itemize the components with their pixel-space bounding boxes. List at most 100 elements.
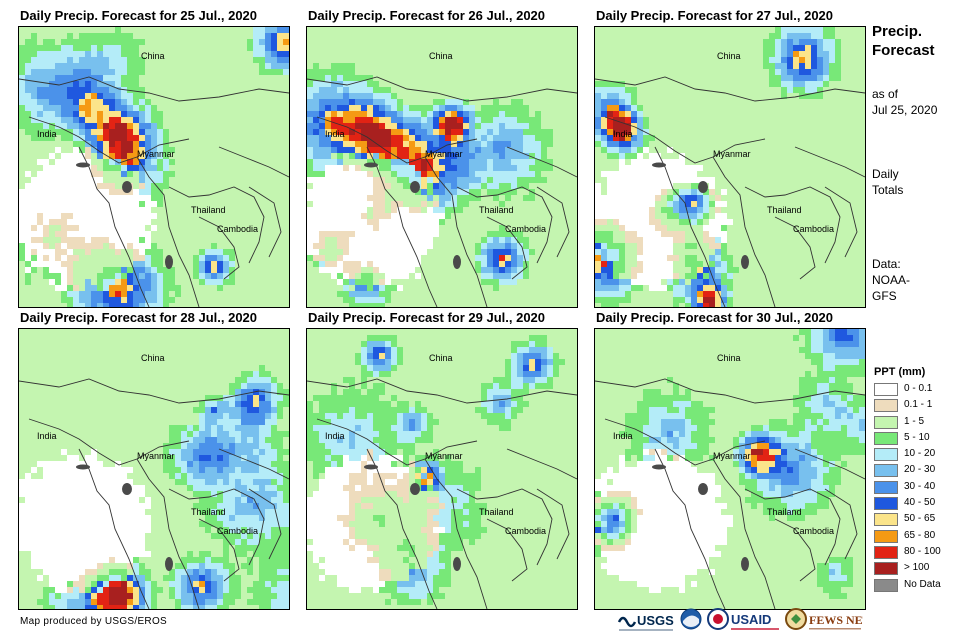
country-border [824,488,858,560]
map-label-cambodia: Cambodia [505,526,546,536]
legend-label: 40 - 50 [904,497,936,509]
map-label-cambodia: Cambodia [217,224,258,234]
panel-title: Daily Precip. Forecast for 25 Jul., 2020 [20,8,258,23]
country-border [307,378,577,404]
data-source-line1: Data: [872,257,901,271]
precip-raster [307,329,577,609]
legend-swatch [874,480,898,494]
precip-raster [19,329,289,609]
totals-note: Daily Totals [872,166,962,198]
country-border [595,378,865,404]
river-delta [410,181,420,193]
data-source-line2: NOAA- [872,273,911,287]
sidebar-title: Precip. Forecast [872,22,962,60]
river-delta [165,557,173,571]
legend-swatch [874,464,898,478]
legend-title: PPT (mm) [874,366,926,378]
map-label-cambodia: Cambodia [793,224,834,234]
panel-title: Daily Precip. Forecast for 28 Jul., 2020 [20,310,258,325]
map-label-thailand: Thailand [767,205,802,215]
country-border [486,518,528,582]
country-border [744,186,841,264]
map-label-myanmar: Myanmar [713,149,751,159]
river-delta [741,557,749,571]
country-border [536,186,570,258]
river-delta [364,464,378,470]
river-delta [698,181,708,193]
country-border [712,156,776,307]
fewsnet-logo: FEWS NET [785,606,871,639]
precip-map: China India Myanmar Thailand Cambodia [306,328,578,610]
country-border [506,448,577,480]
map-canvas: China India Myanmar Thailand Cambodia [19,329,289,609]
map-label-myanmar: Myanmar [137,149,175,159]
country-border [424,156,488,307]
map-label-india: India [37,431,57,441]
map-label-china: China [429,353,453,363]
river-delta [453,255,461,269]
legend-label: 50 - 65 [904,513,936,525]
map-label-china: China [717,353,741,363]
country-border [536,488,570,560]
country-border [218,146,289,178]
legend-swatch [874,497,898,511]
usaid-text: USAID [731,612,771,627]
map-label-india: India [613,431,633,441]
legend-swatch [874,529,898,543]
legend-label: 80 - 100 [904,545,941,557]
precip-map: China India Myanmar Thailand Cambodia [18,328,290,610]
country-border [28,418,190,466]
map-canvas: China India Myanmar Thailand Cambodia [595,329,865,609]
precip-raster [19,27,289,307]
precip-map: China India Myanmar Thailand Cambodia [18,26,290,308]
river-delta [364,162,378,168]
sidebar-title-line1: Precip. [872,23,923,40]
map-label-india: India [325,129,345,139]
data-source: Data: NOAA- GFS [872,256,962,304]
country-border [136,156,200,307]
legend-label: No Data [904,578,941,590]
precip-raster [307,27,577,307]
country-border [424,458,488,609]
as-of-value: Jul 25, 2020 [872,103,938,117]
river-delta [652,162,666,168]
map-canvas: China India Myanmar Thailand Cambodia [307,329,577,609]
map-label-china: China [429,51,453,61]
usgs-logo: USGS [617,606,675,639]
legend-label: 20 - 30 [904,464,936,476]
river-delta [741,255,749,269]
country-border [774,216,816,280]
country-border [794,146,865,178]
river-delta [410,483,420,495]
country-border [506,146,577,178]
precip-map: China India Myanmar Thailand Cambodia [594,328,866,610]
panel-title: Daily Precip. Forecast for 26 Jul., 2020 [308,8,546,23]
totals-line1: Daily [872,167,899,181]
legend-label: 0 - 0.1 [904,383,933,394]
map-canvas: China India Myanmar Thailand Cambodia [19,27,289,307]
noaa-logo [679,606,703,639]
country-border [316,116,478,164]
map-label-thailand: Thailand [191,205,226,215]
legend-swatch [874,383,898,396]
country-border [136,458,200,609]
map-label-china: China [141,51,165,61]
country-border [774,518,816,582]
country-border [19,76,289,102]
map-label-india: India [325,431,345,441]
map-label-myanmar: Myanmar [137,451,175,461]
legend-swatch [874,431,898,445]
map-label-thailand: Thailand [479,205,514,215]
fewsnet-text: FEWS NET [809,613,863,627]
country-border [218,448,289,480]
legend-label: > 100 [904,562,930,574]
map-label-myanmar: Myanmar [425,451,463,461]
legend-label: 0.1 - 1 [904,399,933,411]
river-delta [652,464,666,470]
country-border [456,186,553,264]
river-delta [698,483,708,495]
country-border [456,488,553,566]
as-of-date: as of Jul 25, 2020 [872,86,962,118]
country-border [78,448,150,609]
usgs-logo-mark: USGS [617,613,674,631]
